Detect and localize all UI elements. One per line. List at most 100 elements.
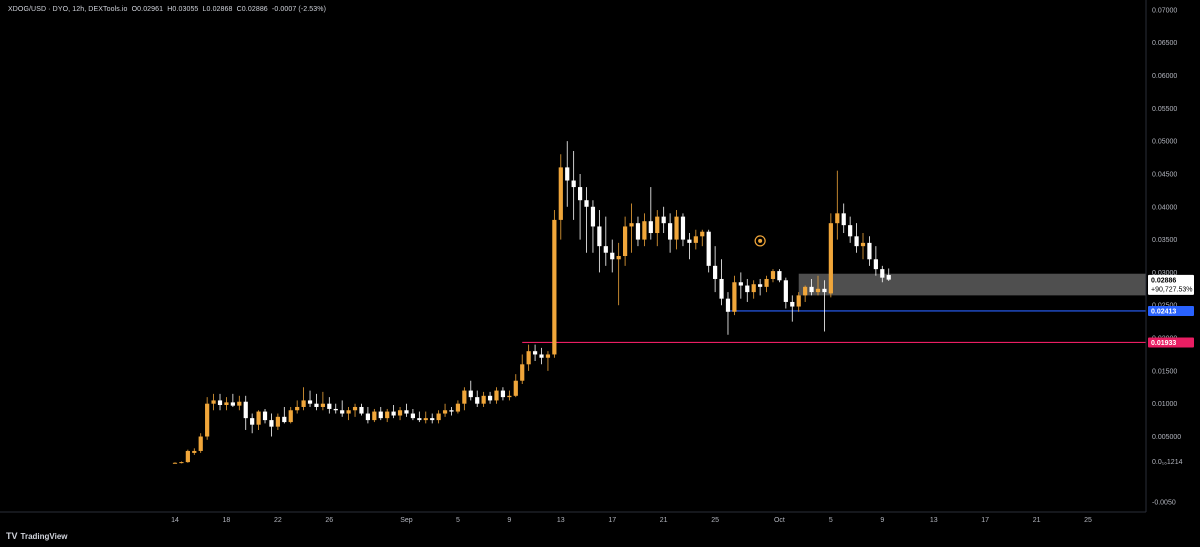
candle[interactable]: [340, 400, 345, 417]
candle[interactable]: [532, 344, 538, 362]
candle[interactable]: [385, 408, 390, 423]
candle[interactable]: [558, 154, 563, 240]
candle[interactable]: [655, 210, 660, 247]
candle[interactable]: [230, 393, 235, 407]
candle[interactable]: [372, 408, 377, 423]
candle[interactable]: [687, 233, 692, 260]
candle[interactable]: [494, 387, 499, 404]
candle[interactable]: [738, 272, 743, 299]
candle[interactable]: [500, 387, 506, 401]
candle[interactable]: [867, 236, 872, 266]
candle[interactable]: [783, 277, 788, 309]
candle[interactable]: [256, 410, 261, 430]
candle[interactable]: [828, 213, 833, 298]
candle[interactable]: [455, 400, 461, 414]
candle[interactable]: [803, 285, 808, 302]
candle[interactable]: [680, 213, 686, 247]
candle[interactable]: [745, 278, 750, 302]
candle[interactable]: [275, 413, 280, 430]
candle[interactable]: [635, 216, 641, 247]
candle[interactable]: [565, 141, 570, 207]
candle[interactable]: [706, 229, 711, 273]
candle[interactable]: [732, 275, 737, 316]
candle[interactable]: [841, 203, 846, 234]
candle[interactable]: [436, 410, 441, 424]
candle[interactable]: [430, 413, 435, 424]
candle[interactable]: [269, 413, 274, 437]
candle[interactable]: [848, 216, 853, 243]
candle[interactable]: [282, 406, 287, 424]
candle[interactable]: [584, 187, 589, 253]
candle[interactable]: [262, 408, 268, 424]
candle[interactable]: [590, 200, 596, 253]
candle[interactable]: [764, 275, 769, 293]
candle[interactable]: [597, 210, 602, 273]
candle[interactable]: [449, 406, 454, 416]
candle[interactable]: [552, 210, 557, 358]
candle[interactable]: [224, 397, 229, 411]
candle[interactable]: [301, 387, 306, 411]
candle[interactable]: [481, 391, 486, 407]
candle[interactable]: [713, 246, 718, 293]
candle[interactable]: [172, 462, 178, 464]
candle[interactable]: [796, 292, 801, 312]
candle[interactable]: [378, 406, 383, 421]
candle[interactable]: [873, 246, 878, 276]
candle[interactable]: [397, 406, 403, 421]
candle[interactable]: [423, 411, 428, 424]
candle[interactable]: [237, 395, 242, 411]
candle[interactable]: [790, 295, 795, 322]
candle[interactable]: [333, 403, 338, 414]
candle[interactable]: [577, 173, 583, 240]
candle[interactable]: [507, 390, 512, 401]
candle[interactable]: [468, 380, 473, 401]
candle[interactable]: [719, 259, 724, 306]
price-tag-last[interactable]: 0.02886 +90,727.53%: [1148, 274, 1194, 295]
candle[interactable]: [250, 413, 255, 434]
candle[interactable]: [610, 239, 615, 273]
candle[interactable]: [526, 344, 531, 371]
candle[interactable]: [822, 280, 827, 332]
candle[interactable]: [288, 406, 293, 424]
candle[interactable]: [880, 265, 885, 283]
candle[interactable]: [539, 347, 544, 365]
candle[interactable]: [179, 461, 184, 464]
candle[interactable]: [192, 448, 197, 455]
candle[interactable]: [243, 395, 248, 430]
price-tag-resistance[interactable]: 0.01933: [1148, 337, 1194, 348]
candle[interactable]: [327, 397, 332, 414]
candle[interactable]: [674, 210, 679, 250]
candle[interactable]: [211, 393, 216, 411]
candle[interactable]: [693, 229, 698, 250]
candle[interactable]: [404, 403, 409, 417]
candle[interactable]: [217, 393, 223, 411]
candle[interactable]: [359, 403, 364, 416]
candle[interactable]: [205, 397, 210, 440]
candle[interactable]: [365, 406, 370, 424]
candle[interactable]: [320, 391, 325, 411]
candle[interactable]: [520, 354, 525, 384]
candle[interactable]: [352, 403, 358, 417]
candle[interactable]: [410, 408, 416, 421]
price-tag-support[interactable]: 0.02413: [1148, 305, 1194, 316]
candle[interactable]: [815, 275, 821, 296]
candle[interactable]: [751, 280, 756, 299]
candle[interactable]: [442, 403, 448, 417]
candle[interactable]: [198, 433, 203, 453]
candle[interactable]: [777, 269, 782, 283]
candle[interactable]: [314, 393, 319, 411]
candle[interactable]: [886, 268, 891, 281]
candle[interactable]: [854, 223, 859, 253]
candle[interactable]: [642, 213, 647, 247]
candle[interactable]: [700, 229, 705, 247]
candle[interactable]: [475, 390, 480, 407]
candle[interactable]: [391, 405, 396, 419]
candle[interactable]: [185, 449, 190, 463]
candle[interactable]: [770, 269, 776, 283]
candle[interactable]: [629, 203, 634, 253]
candle[interactable]: [648, 187, 653, 240]
candle[interactable]: [725, 292, 731, 335]
candle[interactable]: [661, 206, 666, 234]
candle[interactable]: [417, 411, 422, 423]
